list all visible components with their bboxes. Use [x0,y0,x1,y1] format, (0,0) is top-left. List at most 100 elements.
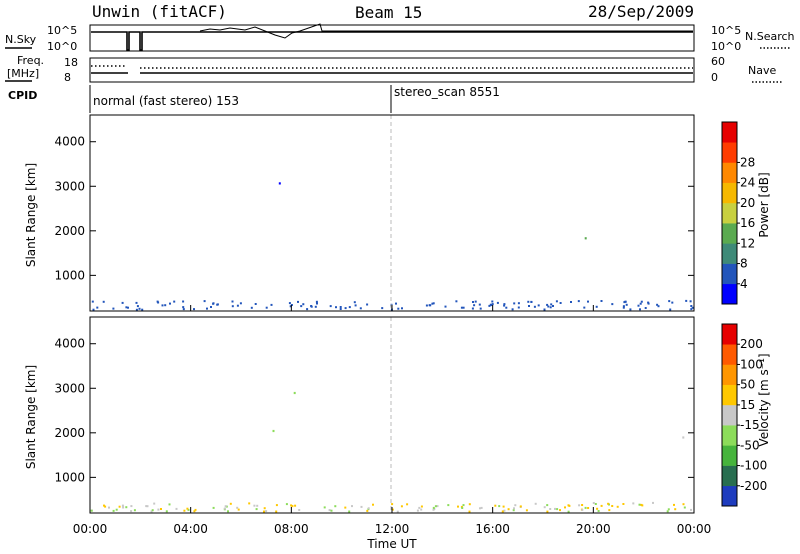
power-ground-point [577,300,580,303]
nsky-trace [91,31,693,51]
velocity-point [272,429,275,433]
freq-tick-bottom: 8 [64,71,71,84]
power-ground-point [455,300,458,303]
velocity-ground-point [546,510,549,513]
power-ground-point [432,302,435,305]
velocity-ground-point [351,505,353,508]
power-ground-point [431,302,434,305]
xtick-label: 00:00 [73,522,108,536]
velocity-ground-point [263,510,265,513]
velocity-ground-point [187,508,190,511]
velocity-ground-point [263,507,266,510]
velocity-colorbar-segment [722,465,737,487]
velocity-ground-point [367,507,370,510]
velocity-ground-point [253,504,256,507]
power-ground-point [555,300,558,303]
nsky-tick-top: 10^5 [47,24,77,37]
velocity-ground-point [396,510,399,513]
velocity-ground-point [256,504,259,507]
velocity-ground-point [584,506,587,509]
velocity-ground-point [212,506,215,509]
power-colorbar-segment [722,122,737,143]
power-ground-point [339,306,342,308]
velocity-colorbar-label: Velocity [m s⁻¹] [757,353,771,446]
power-ground-point [685,299,688,302]
velocity-ground-point [344,506,347,509]
velocity-ytick-label: 3000 [54,381,85,395]
velocity-ground-point [479,507,481,510]
freq-tick-top: 18 [64,56,78,69]
power-colorbar-tick-label: 24 [740,176,755,190]
velocity-ground-point [567,504,570,507]
velocity-ground-point [502,505,505,508]
velocity-ground-point [150,510,153,513]
power-ground-point [505,306,508,309]
velocity-colorbar-segment [722,404,737,426]
velocity-ground-point [391,508,394,511]
power-ground-point [125,306,128,309]
velocity-ground-point [153,502,156,505]
power-colorbar-segment [722,162,737,183]
power-ground-point [182,306,185,309]
velocity-ground-point [298,509,301,511]
power-ground-point [669,308,672,311]
velocity-ground-point [683,506,686,509]
velocity-ground-point [587,507,590,509]
power-ground-point [429,304,432,307]
velocity-ytick-label: 1000 [54,470,85,484]
power-ground-point [397,307,400,310]
velocity-ground-point [600,504,603,507]
velocity-ground-point [594,503,597,505]
velocity-ground-point [462,504,465,507]
power-ground-point [302,303,305,306]
velocity-ground-point [229,502,232,505]
velocity-colorbar-tick-label: 50 [740,378,755,392]
power-point [278,182,281,185]
power-point [584,237,587,240]
power-ground-point [112,307,115,310]
power-ground-point [503,304,506,307]
power-ground-point [354,304,357,307]
velocity-colorbar-segment [722,384,737,406]
velocity-ground-point [130,505,133,508]
velocity-ground-point [255,508,258,511]
velocity-colorbar-tick-label: 100 [740,357,763,371]
velocity-ground-point [596,507,599,510]
velocity-ground-point [498,505,501,508]
velocity-point [682,436,685,439]
power-ylabel: Slant Range [km] [24,163,38,267]
power-ground-point [289,305,292,308]
freq-panel-frame [89,57,695,83]
power-ground-point [472,301,474,303]
power-ytick-label: 1000 [54,268,85,282]
velocity-colorbar-segment [722,364,737,385]
nave-tick-bottom: 0 [711,71,718,84]
velocity-ground-point [581,508,584,511]
power-ground-point [595,305,598,308]
nsky-trace-noise [199,23,693,39]
power-ground-point [339,308,342,310]
power-ground-point [559,302,562,304]
power-ground-point [460,306,463,309]
velocity-ground-point [641,504,644,507]
power-ground-point [479,307,482,310]
velocity-scatter [90,391,692,513]
velocity-ground-point [112,509,115,512]
power-ground-point [530,300,533,303]
velocity-ground-point [468,503,471,506]
velocity-ground-point [501,510,504,513]
power-ground-point [611,303,614,306]
velocity-ground-point [460,505,463,508]
velocity-ground-point [227,510,229,513]
power-colorbar-segment [722,202,737,224]
power-colorbar-segment [722,243,737,264]
nsearch-label: N.Search [745,30,795,43]
velocity-ground-point [275,510,278,513]
power-ground-point [425,304,428,307]
velocity-ground-point [514,504,517,507]
scan-panel: N.Sky 10^5 10^0 10^5 10^0 N.Search [5,23,795,53]
power-colorbar-tick-label: 4 [740,277,748,291]
xlabel: Time UT [366,537,417,551]
power-ground-point [297,300,299,303]
power-ground-point [231,300,234,303]
